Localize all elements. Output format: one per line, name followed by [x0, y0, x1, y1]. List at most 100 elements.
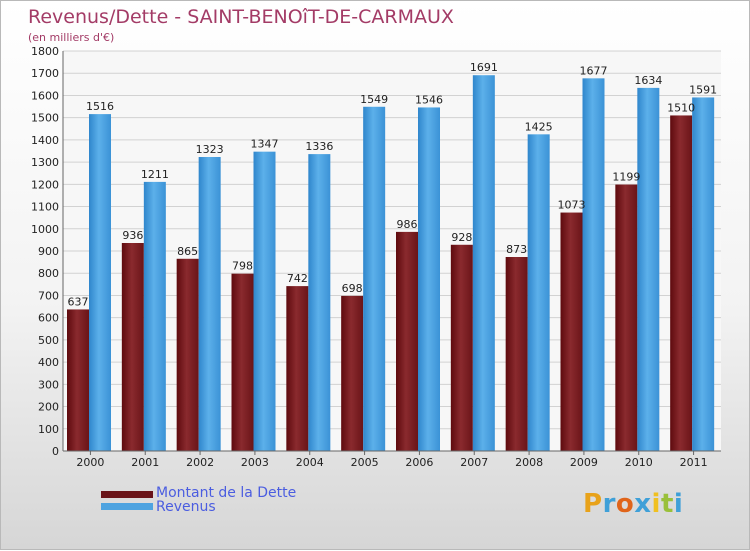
bar-revenus — [308, 154, 331, 451]
x-tick-label: 2009 — [570, 456, 598, 469]
y-tick-label: 400 — [38, 356, 59, 369]
y-tick-label: 1100 — [31, 201, 59, 214]
y-tick-label: 1400 — [31, 134, 59, 147]
chart-title: Revenus/Dette - SAINT-BENOîT-DE-CARMAUX — [28, 6, 454, 28]
data-label: 1634 — [634, 74, 662, 87]
logo-letter: x — [634, 489, 652, 519]
bar-dette — [505, 257, 528, 451]
y-tick-label: 600 — [38, 312, 59, 325]
data-label: 1549 — [360, 93, 388, 106]
proxiti-logo: Proxiti — [583, 489, 683, 519]
bar-revenus — [363, 106, 386, 452]
y-tick-label: 1600 — [31, 89, 59, 102]
x-tick-label: 2000 — [76, 456, 104, 469]
legend-label-dette: Montant de la Dette — [156, 485, 297, 501]
bar-dette — [396, 231, 418, 451]
bar-revenus — [198, 157, 221, 451]
bar-dette — [121, 243, 144, 451]
data-label: 1516 — [86, 100, 114, 113]
data-label: 1323 — [196, 143, 224, 156]
data-label: 936 — [122, 229, 143, 242]
y-tick-label: 0 — [52, 445, 59, 458]
data-label: 1211 — [141, 168, 169, 181]
bar-dette — [341, 295, 364, 451]
y-tick-label: 700 — [38, 289, 59, 302]
bars — [67, 75, 715, 452]
x-tick-label: 2007 — [460, 456, 488, 469]
data-label: 1677 — [580, 64, 608, 77]
bar-revenus — [527, 134, 550, 452]
x-tick-label: 2004 — [296, 456, 324, 469]
data-label: 1199 — [612, 171, 640, 184]
bar-dette — [231, 273, 254, 451]
data-label: 1510 — [667, 101, 695, 114]
x-tick-label: 2006 — [405, 456, 433, 469]
logo-letter: r — [602, 489, 616, 519]
y-tick-label: 1500 — [31, 112, 59, 125]
bar-dette — [176, 258, 199, 451]
bar-dette — [560, 212, 583, 451]
x-tick-label: 2005 — [351, 456, 379, 469]
data-label: 1591 — [689, 83, 717, 96]
y-tick-label: 900 — [38, 245, 59, 258]
y-tick-label: 1300 — [31, 156, 59, 169]
y-tick-label: 800 — [38, 267, 59, 280]
logo-letter: i — [673, 489, 684, 519]
data-label: 1073 — [558, 199, 586, 212]
x-tick-label: 2002 — [186, 456, 214, 469]
x-tick-label: 2001 — [131, 456, 159, 469]
data-label: 865 — [177, 245, 198, 258]
y-tick-labels: 0 100 200 300 400 500 600 700 800 900 1000 1100 1200… — [31, 45, 59, 458]
legend-label-revenus: Revenus — [156, 499, 216, 515]
bar-dette — [450, 244, 473, 451]
data-label: 1425 — [525, 120, 553, 133]
data-label: 798 — [232, 260, 253, 273]
bar-revenus — [472, 75, 495, 451]
data-label: 1691 — [470, 61, 498, 74]
bar-revenus — [89, 114, 111, 451]
x-tick-label: 2011 — [680, 456, 708, 469]
legend-swatch-dette — [101, 491, 153, 498]
y-tick-label: 300 — [38, 378, 59, 391]
x-tick-labels: 2000 2001 2002 2003 2004 2005 2006 2007 2008 2009… — [76, 451, 708, 469]
chart-subtitle: (en milliers d'€) — [28, 31, 115, 44]
data-label: 1347 — [251, 138, 279, 151]
data-label: 986 — [397, 218, 418, 231]
data-labels: 637 1516 936 1211 865 1323 798 1347 742 1336 698 15… — [68, 61, 718, 308]
bar-revenus — [637, 87, 660, 451]
bar-revenus — [692, 97, 715, 451]
logo-letter: P — [583, 489, 603, 519]
data-label: 928 — [451, 231, 472, 244]
bar-revenus — [253, 151, 276, 451]
x-tick-label: 2010 — [625, 456, 653, 469]
y-tick-label: 1800 — [31, 45, 59, 58]
bar-revenus — [582, 78, 605, 451]
grid-lines — [63, 50, 721, 452]
data-label: 1336 — [305, 140, 333, 153]
bar-dette — [615, 184, 638, 452]
data-label: 1546 — [415, 93, 443, 106]
x-tick-label: 2003 — [241, 456, 269, 469]
data-label: 637 — [68, 295, 89, 308]
y-tick-label: 1000 — [31, 223, 59, 236]
data-label: 698 — [342, 282, 363, 295]
data-label: 873 — [506, 243, 527, 256]
y-tick-label: 100 — [38, 423, 59, 436]
bar-dette — [67, 309, 89, 451]
logo-letter: o — [615, 489, 635, 519]
logo-letter: i — [651, 489, 661, 519]
bar-revenus — [143, 181, 166, 451]
y-tick-label: 200 — [38, 401, 59, 414]
data-label: 742 — [287, 272, 308, 285]
legend-swatch-revenus — [101, 503, 153, 510]
y-tick-label: 500 — [38, 334, 59, 347]
y-tick-label: 1700 — [31, 67, 59, 80]
bar-dette — [286, 286, 309, 451]
bar-dette — [670, 115, 693, 451]
bar-revenus — [418, 107, 440, 451]
logo-letter: t — [660, 489, 674, 519]
y-tick-label: 1200 — [31, 178, 59, 191]
x-tick-label: 2008 — [515, 456, 543, 469]
